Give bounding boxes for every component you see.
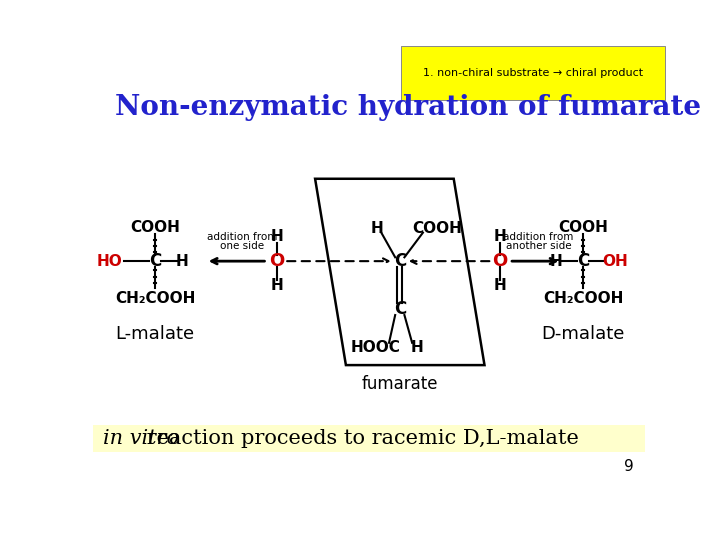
Text: 1. non-chiral substrate → chiral product: 1. non-chiral substrate → chiral product <box>423 68 643 78</box>
Text: in vitro: in vitro <box>102 429 179 448</box>
Text: COOH: COOH <box>412 221 462 237</box>
Text: 9: 9 <box>624 459 634 474</box>
Text: reaction proceeds to racemic D,L-malate: reaction proceeds to racemic D,L-malate <box>140 429 578 448</box>
Text: another side: another side <box>505 241 571 251</box>
Text: H: H <box>176 254 188 268</box>
Text: O: O <box>269 252 284 270</box>
Text: C: C <box>394 300 406 318</box>
Text: addition from: addition from <box>503 232 574 242</box>
Text: COOH: COOH <box>558 220 608 235</box>
Text: CH₂COOH: CH₂COOH <box>543 291 624 306</box>
Text: H: H <box>370 221 383 237</box>
Text: L-malate: L-malate <box>115 325 194 343</box>
Bar <box>94 425 644 452</box>
Text: HO: HO <box>97 254 122 268</box>
Text: D-malate: D-malate <box>541 325 625 343</box>
Text: COOH: COOH <box>130 220 180 235</box>
Text: HOOC: HOOC <box>350 340 400 355</box>
Text: C: C <box>149 252 161 270</box>
Text: H: H <box>270 229 283 244</box>
Text: CH₂COOH: CH₂COOH <box>114 291 195 306</box>
Text: H: H <box>493 278 506 293</box>
Text: H: H <box>550 254 562 268</box>
Text: H: H <box>410 340 423 355</box>
Text: H: H <box>493 229 506 244</box>
Text: Non-enzymatic hydration of fumarate: Non-enzymatic hydration of fumarate <box>115 94 701 121</box>
Text: one side: one side <box>220 241 264 251</box>
Text: addition from: addition from <box>207 232 277 242</box>
Text: OH: OH <box>603 254 629 268</box>
Text: C: C <box>394 252 406 270</box>
Text: fumarate: fumarate <box>361 375 438 393</box>
Text: H: H <box>270 278 283 293</box>
Text: O: O <box>492 252 508 270</box>
Text: C: C <box>577 252 589 270</box>
